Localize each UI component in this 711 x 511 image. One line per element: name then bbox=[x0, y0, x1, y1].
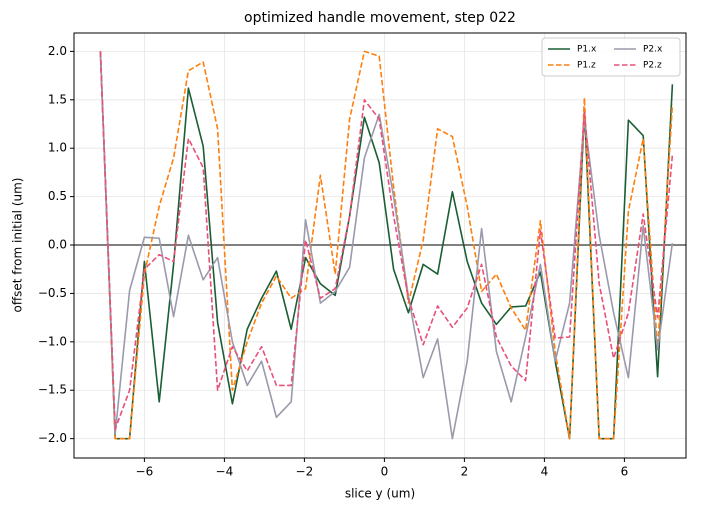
legend-label: P2.z bbox=[643, 61, 662, 71]
data-line bbox=[99, 51, 674, 440]
x-tick-label: 4 bbox=[541, 465, 549, 479]
x-tick-label: 6 bbox=[621, 465, 629, 479]
chart-title: optimized handle movement, step 022 bbox=[244, 10, 516, 26]
y-tick-label: 1.5 bbox=[48, 92, 67, 106]
legend-label: P2.x bbox=[643, 45, 663, 55]
x-tick-label: −4 bbox=[216, 465, 234, 479]
y-axis-label: offset from initial (um) bbox=[11, 178, 25, 313]
data-line bbox=[99, 50, 674, 440]
y-tick-label: −1.0 bbox=[38, 334, 67, 348]
x-tick-label: −6 bbox=[136, 465, 154, 479]
x-axis-label: slice y (um) bbox=[345, 487, 415, 501]
legend-label: P1.z bbox=[577, 61, 596, 71]
legend: P1.x P1.z P2.x P2.z bbox=[541, 37, 681, 77]
y-tick-label: 0.0 bbox=[48, 238, 67, 252]
y-tick-label: −2.0 bbox=[38, 431, 67, 445]
legend-box bbox=[541, 37, 681, 77]
y-tick-label: 2.0 bbox=[48, 44, 67, 58]
x-tick-label: −2 bbox=[296, 465, 314, 479]
y-tick-label: −0.5 bbox=[38, 286, 67, 300]
data-line bbox=[99, 51, 674, 430]
y-tick-label: 1.0 bbox=[48, 141, 67, 155]
legend-label: P1.x bbox=[577, 45, 597, 55]
y-tick-label: 0.5 bbox=[48, 189, 67, 203]
y-tick-label: −1.5 bbox=[38, 383, 67, 397]
x-tick-label: 2 bbox=[461, 465, 469, 479]
plot-frame bbox=[73, 32, 687, 459]
x-tick-label: 0 bbox=[381, 465, 389, 479]
